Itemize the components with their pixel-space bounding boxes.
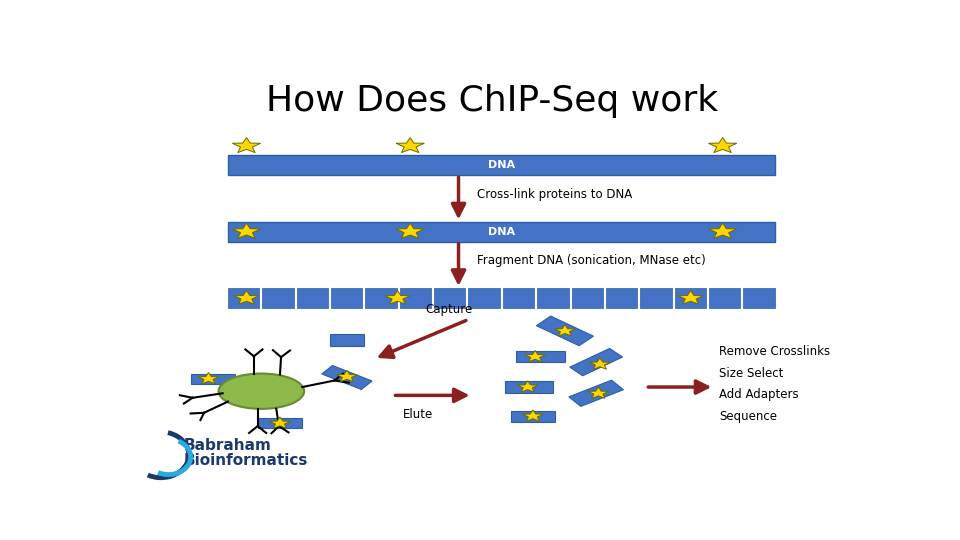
Bar: [709, 288, 740, 308]
Polygon shape: [588, 387, 609, 399]
Text: Sequence: Sequence: [719, 410, 777, 423]
Bar: [434, 288, 466, 308]
Bar: [571, 288, 603, 308]
Bar: [537, 316, 593, 346]
Text: Fragment DNA (sonication, MNase etc): Fragment DNA (sonication, MNase etc): [477, 254, 706, 267]
Bar: [399, 288, 431, 308]
Text: DNA: DNA: [488, 160, 515, 170]
Bar: [606, 288, 637, 308]
Bar: [191, 374, 235, 384]
Text: Babraham: Babraham: [183, 438, 271, 453]
Text: Cross-link proteins to DNA: Cross-link proteins to DNA: [477, 187, 633, 201]
Polygon shape: [385, 291, 410, 304]
Text: Elute: Elute: [402, 408, 433, 421]
Polygon shape: [396, 138, 424, 153]
Bar: [675, 288, 706, 308]
Bar: [569, 348, 623, 376]
Text: DNA: DNA: [488, 227, 515, 237]
Bar: [330, 334, 364, 346]
Ellipse shape: [219, 374, 304, 409]
Polygon shape: [232, 223, 260, 238]
Polygon shape: [524, 350, 546, 362]
Bar: [538, 288, 568, 308]
Bar: [257, 418, 302, 428]
Bar: [297, 288, 328, 308]
Polygon shape: [232, 138, 260, 153]
Bar: [505, 381, 553, 393]
Text: How Does ChIP-Seq work: How Does ChIP-Seq work: [266, 84, 718, 118]
Polygon shape: [396, 223, 424, 238]
Bar: [468, 288, 500, 308]
Polygon shape: [678, 291, 704, 304]
Polygon shape: [517, 381, 539, 392]
Polygon shape: [708, 223, 736, 238]
Bar: [331, 288, 362, 308]
Polygon shape: [336, 370, 357, 382]
Bar: [511, 410, 555, 422]
Bar: [640, 288, 672, 308]
Bar: [366, 288, 396, 308]
Bar: [228, 155, 775, 175]
Polygon shape: [589, 358, 611, 369]
Bar: [228, 288, 259, 308]
Text: Bioinformatics: Bioinformatics: [183, 453, 307, 468]
Bar: [569, 380, 623, 407]
Polygon shape: [198, 373, 219, 384]
Polygon shape: [233, 291, 259, 304]
Bar: [503, 288, 534, 308]
Text: Capture: Capture: [425, 303, 472, 316]
Polygon shape: [708, 138, 736, 153]
Polygon shape: [270, 417, 291, 428]
Text: Size Select: Size Select: [719, 367, 783, 380]
Text: Remove Crosslinks: Remove Crosslinks: [719, 345, 830, 358]
Bar: [228, 221, 775, 241]
Bar: [322, 366, 372, 389]
Text: Add Adapters: Add Adapters: [719, 388, 799, 401]
Polygon shape: [522, 410, 543, 421]
Bar: [516, 351, 564, 362]
Bar: [743, 288, 775, 308]
Polygon shape: [554, 325, 576, 336]
Bar: [262, 288, 294, 308]
